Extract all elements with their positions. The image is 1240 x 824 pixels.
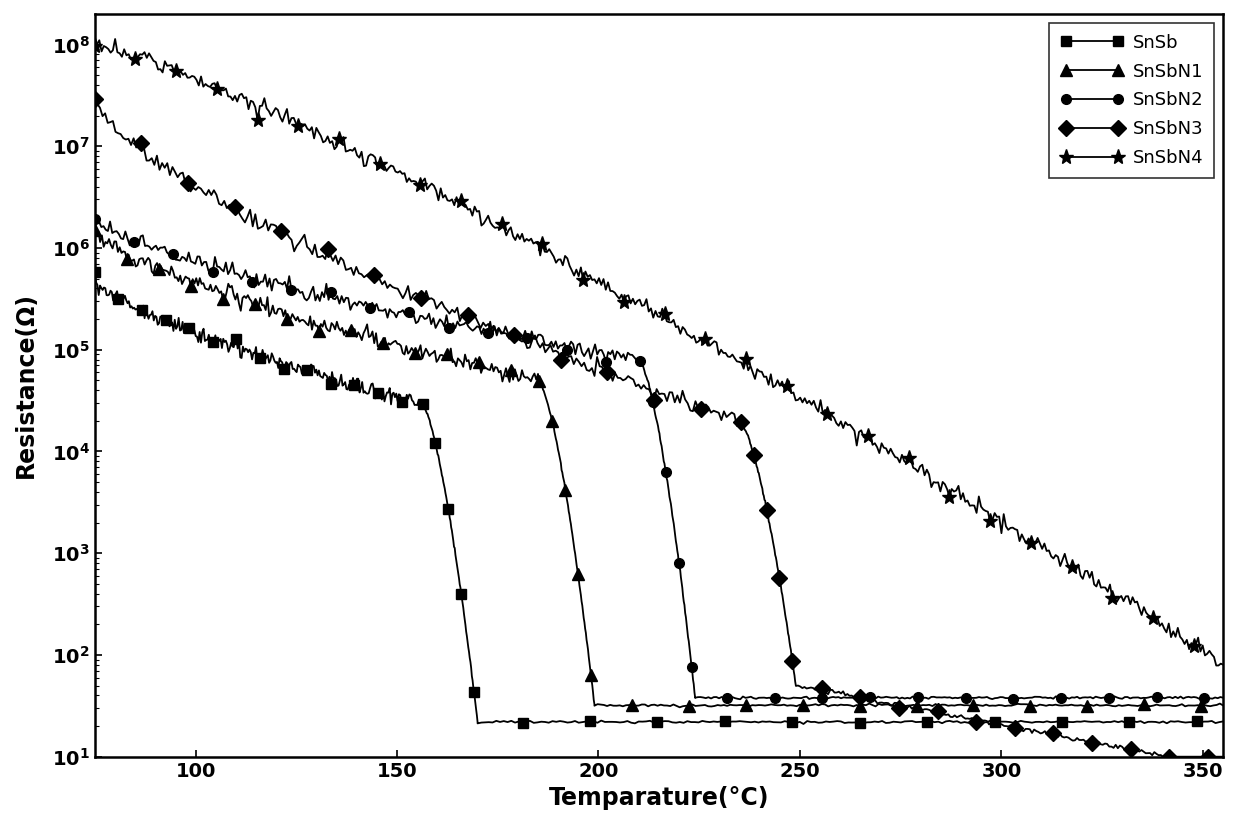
SnSb [496,716,511,726]
SnSbN3 [370,269,384,279]
Legend: SnSb, SnSbN1, SnSbN2, SnSbN3, SnSbN4: SnSb, SnSbN1, SnSbN2, SnSbN3, SnSbN4 [1049,23,1214,178]
SnSbN4 [625,294,640,304]
SnSbN4 [87,40,102,50]
SnSbN2 [1147,693,1162,703]
Line: SnSbN4: SnSbN4 [87,31,1230,673]
SnSbN1 [87,225,102,235]
SnSbN2 [590,349,605,359]
SnSb [1215,717,1230,727]
SnSbN4 [1014,530,1029,540]
SnSb [211,336,226,346]
Line: SnSb: SnSb [91,267,1228,729]
SnSbN1 [1133,700,1148,710]
SnSbN1 [1215,700,1230,710]
SnSb [744,718,759,728]
SnSb [1118,718,1133,728]
SnSbN2 [707,692,722,702]
SnSbN4 [761,380,776,390]
SnSbN2 [293,288,308,297]
SnSbN2 [733,695,748,705]
SnSb [231,344,246,353]
SnSbN2 [1215,693,1230,703]
SnSbN3 [683,405,698,415]
SnSbN4 [632,295,647,305]
SnSbN3 [945,712,960,722]
SnSbN4 [108,34,123,44]
SnSbN4 [701,340,715,350]
Line: SnSbN2: SnSbN2 [91,214,1228,705]
X-axis label: Temparature(°C): Temparature(°C) [548,786,769,810]
SnSbN4 [1215,660,1230,670]
SnSbN4 [1209,661,1224,671]
SnSbN3 [804,682,818,692]
SnSbN3 [1156,751,1171,761]
SnSbN2 [87,214,102,224]
SnSb [87,266,102,276]
SnSbN2 [325,293,340,303]
SnSbN4 [1190,633,1205,643]
SnSbN3 [1215,751,1230,761]
SnSb [389,389,404,399]
SnSbN1 [672,702,687,712]
Line: SnSbN1: SnSbN1 [89,225,1229,713]
SnSbN1 [281,313,296,323]
SnSbN1 [821,701,836,711]
SnSbN3 [87,94,102,104]
SnSbN1 [497,370,512,380]
SnSbN1 [609,700,624,710]
Line: SnSbN3: SnSbN3 [89,93,1229,762]
SnSbN2 [884,693,899,703]
SnSbN3 [331,260,346,269]
SnSb [796,719,811,729]
SnSbN3 [1159,751,1174,761]
Y-axis label: Resistance(Ω): Resistance(Ω) [14,293,38,478]
SnSbN1 [254,300,269,310]
